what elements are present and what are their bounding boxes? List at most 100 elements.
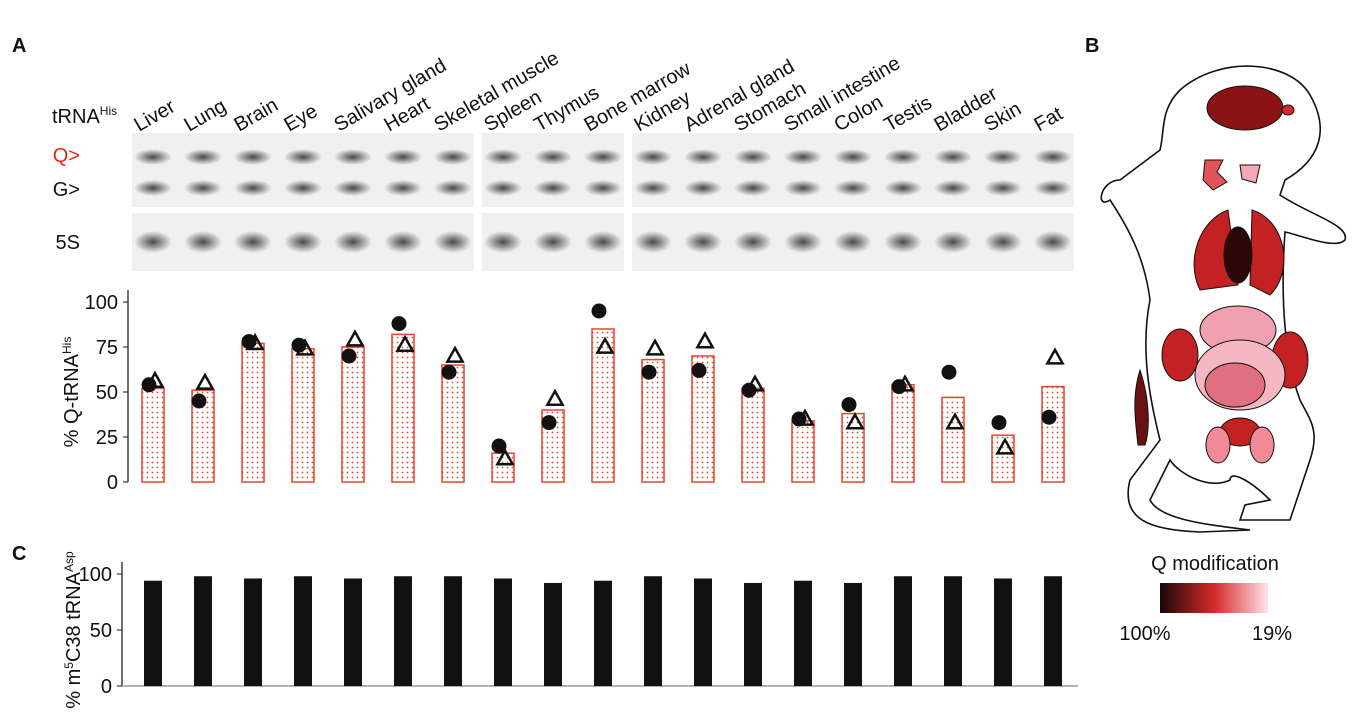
point-triangle (547, 391, 562, 405)
blot-band (984, 149, 1022, 165)
band-label: Q> (53, 145, 80, 167)
blot-band (734, 149, 772, 165)
point-circle (542, 415, 557, 430)
blot-band (234, 180, 272, 196)
blot-band (684, 180, 722, 196)
y-tick-label: 25 (96, 427, 118, 449)
blot-band (434, 231, 472, 253)
bar (442, 365, 464, 482)
category-label: Testis (881, 92, 936, 137)
blot-band (1034, 231, 1072, 253)
category-label: Lung (181, 95, 231, 136)
y-label-part: % Q-tRNA (61, 353, 83, 447)
bar (494, 578, 512, 686)
figure: A B C tRNAHis Q> G> 5S Q modification 10… (0, 0, 1352, 718)
y-label-part: C38 tRNA (63, 571, 85, 662)
bar (944, 576, 962, 686)
y-tick-label: 75 (96, 337, 118, 359)
blot-band (584, 231, 622, 253)
legend-label: 100% (1119, 623, 1170, 645)
bar (994, 578, 1012, 686)
bar (492, 453, 514, 482)
blot-band (184, 180, 222, 196)
blot-band (234, 149, 272, 165)
point-circle (392, 316, 407, 331)
blot-band (534, 180, 572, 196)
blot-band (284, 149, 322, 165)
blot-band (734, 180, 772, 196)
blot-band (184, 231, 222, 253)
point-circle (842, 397, 857, 412)
blot-band (734, 231, 772, 253)
bar (792, 421, 814, 482)
blot-band (934, 180, 972, 196)
blot-band (434, 180, 472, 196)
blot-band (134, 149, 172, 165)
bar (544, 583, 562, 686)
bar (144, 581, 162, 686)
blot-band (834, 231, 872, 253)
blot-probe: tRNAHis (52, 104, 117, 128)
blot-band (1034, 149, 1072, 165)
bar (242, 343, 264, 482)
bar (744, 583, 762, 686)
point-triangle (697, 334, 712, 348)
y-tick-label: 50 (96, 382, 118, 404)
blot-band (834, 180, 872, 196)
y-axis-label: % Q-tRNAHis (60, 337, 83, 448)
blot-band (134, 180, 172, 196)
blot-band (984, 180, 1022, 196)
blot-band (484, 180, 522, 196)
blot-band (584, 149, 622, 165)
point-circle (692, 363, 707, 378)
band-label: G> (53, 179, 80, 201)
blot-band (334, 149, 372, 165)
band-label: 5S (56, 232, 80, 254)
point-circle (192, 394, 207, 409)
blot-band (934, 149, 972, 165)
colorbar (1160, 583, 1268, 613)
blot-band (884, 231, 922, 253)
y-label-part: Asp (62, 551, 76, 572)
panel-label: A (12, 35, 26, 57)
blot-band (984, 231, 1022, 253)
y-label-part: His (60, 337, 74, 354)
bar (694, 578, 712, 686)
bar (394, 576, 412, 686)
point-circle (342, 349, 357, 364)
blot-band (634, 149, 672, 165)
blot-band (884, 149, 922, 165)
bar (294, 576, 312, 686)
blot-band (134, 231, 172, 253)
blot-band (534, 149, 572, 165)
blot-band (484, 149, 522, 165)
bar (292, 349, 314, 482)
panel-label: B (1085, 35, 1099, 57)
bar (392, 334, 414, 482)
blot-band (534, 231, 572, 253)
y-tick-label: 50 (90, 620, 112, 642)
point-circle (992, 415, 1007, 430)
blot-band (1034, 180, 1072, 196)
blot-band (634, 231, 672, 253)
blot-band (784, 231, 822, 253)
blot-band (384, 149, 422, 165)
blot-band (184, 149, 222, 165)
mouse-diagram (1101, 66, 1345, 532)
bar (344, 578, 362, 686)
blot-band (884, 180, 922, 196)
point-circle (442, 365, 457, 380)
bar (892, 385, 914, 482)
point-circle (592, 304, 607, 319)
probe-text: tRNA (52, 106, 100, 128)
category-label: Eye (281, 100, 322, 136)
blot-band (684, 231, 722, 253)
category-label: Liver (131, 95, 180, 136)
bar (142, 388, 164, 482)
bar (942, 397, 964, 482)
blot-band (834, 149, 872, 165)
point-triangle (647, 341, 662, 355)
y-tick-label: 0 (107, 472, 118, 494)
bar (194, 576, 212, 686)
blot-band (234, 231, 272, 253)
